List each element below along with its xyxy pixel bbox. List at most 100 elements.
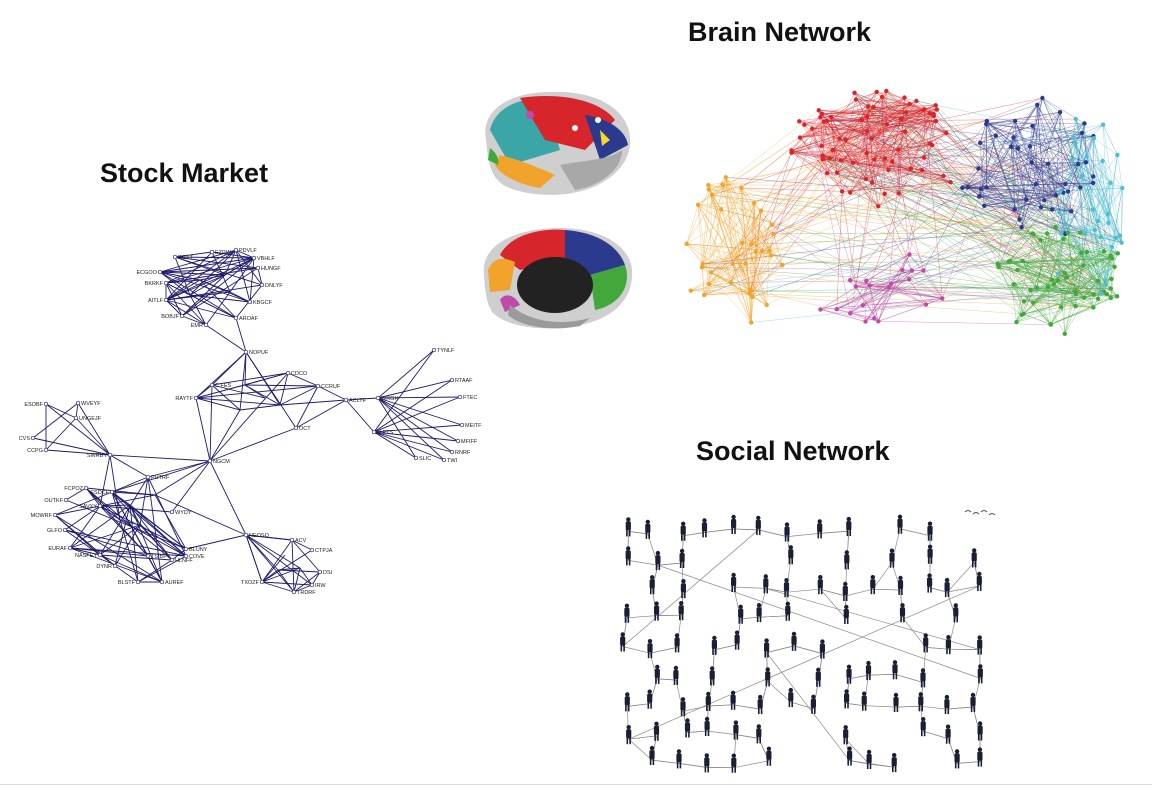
brain-edge [701,250,763,268]
brain-edge [820,233,1033,310]
brain-node [1099,291,1104,296]
stock-node-label: C.FES [215,383,232,389]
brain-node [688,288,693,293]
stock-node [63,497,69,503]
brain-edge [984,205,1015,210]
brain-edge [1042,97,1061,113]
brain-edge [1072,118,1077,138]
brain-node [864,151,869,156]
brain-edge [980,120,1016,144]
brain-network-title: Brain Network [688,17,872,47]
brain-edge [1067,232,1077,295]
stock-node [293,425,299,431]
brain-edge [1037,104,1081,188]
social-edge [902,617,926,648]
brain-node [837,136,842,141]
brain-edge [874,159,951,183]
stock-edge [165,257,255,301]
person-figure [625,546,631,566]
stock-node-label: TWI [447,458,458,464]
brain-edge [750,210,762,323]
brain-node [890,159,895,164]
stock-node [251,255,257,261]
bird-icon [980,510,988,513]
brain-node [1045,284,1051,289]
person-figure [847,746,853,766]
stock-edge [205,324,247,353]
brain-edge [1065,233,1112,248]
brain-edge [749,293,1094,308]
brain-edge [836,149,899,173]
stock-node-label: MOWRF [31,513,53,519]
brain-edge [704,282,731,296]
brain-node [834,170,840,175]
social-edge [707,730,736,735]
brain-edge [986,123,1087,163]
brain-edge [855,99,944,177]
brain-edge [852,91,877,163]
brain-edge [799,130,867,138]
stock-edge [99,554,163,583]
person-figure [647,689,653,709]
brain-node [820,157,826,162]
brain-edge [836,285,870,310]
person-figure [865,660,872,681]
social-edge [920,705,947,710]
brain-edge [980,142,1027,200]
brain-edge [822,155,1022,228]
brain-node [749,242,754,247]
social-edge [733,528,759,531]
brain-edge [1031,162,1069,192]
brain-edge [836,280,867,310]
brain-node [1084,249,1090,255]
brain-edge [979,163,1049,197]
brain-edge [1064,272,1094,295]
person-figure [945,724,951,744]
brain-node [914,98,919,104]
stock-edge [154,494,247,536]
brain-edge [1105,237,1117,285]
brain-edge [830,116,857,287]
brain-node [1083,231,1088,236]
stock-edge [159,267,259,273]
brain-edge [909,254,924,271]
brain-edge [1023,306,1062,315]
brain-node [816,108,821,113]
brain-edge [820,309,866,322]
brain-node [718,207,724,212]
stock-node [315,383,321,389]
stock-node [109,489,115,495]
brain-edge [845,139,867,180]
brain-edge [1044,199,1072,212]
brain-edge [878,169,923,207]
stock-node-label: TRDRF [297,590,316,596]
person-figure [676,749,682,769]
stock-edge [54,491,113,516]
stock-node [73,415,79,421]
social-edge [733,704,761,710]
stock-node-label: DYNR [96,564,112,570]
brain-edge [842,181,951,192]
brain-node [863,319,868,324]
brain-edge [998,266,1085,298]
stock-edge [245,534,263,583]
stock-edge [137,559,173,583]
brain-edge [1093,138,1109,223]
brain-edge [745,161,893,264]
stock-edge [279,399,347,406]
brain-edge [871,109,924,183]
stock-edge [45,417,77,451]
brain-edge [1047,123,1085,164]
stock-node [375,395,381,401]
social-edge [687,730,708,733]
stock-edge [211,384,241,411]
brain-node [1078,185,1083,190]
brain-edge [866,269,903,282]
brain-edge [830,116,899,150]
brain-edge [865,279,910,322]
person-figure [977,635,983,655]
brain-node [1035,102,1040,108]
stock-edge [119,519,141,526]
brain-edge [884,144,933,159]
brain-node [1075,162,1081,167]
